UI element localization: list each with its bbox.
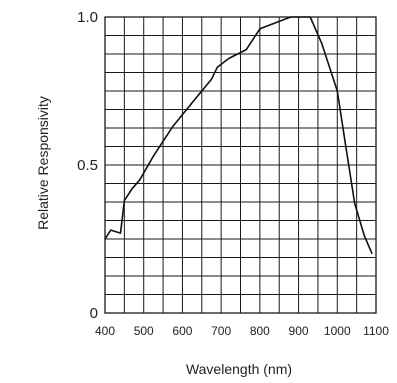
y-tick-label: 0.5 bbox=[77, 157, 98, 174]
x-axis-label: Wavelength (nm) bbox=[186, 361, 292, 377]
series-line bbox=[104, 16, 373, 255]
x-tick-label: 400 bbox=[95, 324, 115, 338]
y-tick-labels: 0 0.5 1.0 bbox=[77, 9, 98, 322]
y-tick-label: 1.0 bbox=[77, 9, 98, 26]
y-axis-label: Relative Responsivity bbox=[35, 96, 51, 230]
grid bbox=[105, 17, 376, 313]
plot-frame bbox=[104, 16, 377, 314]
x-tick-label: 1100 bbox=[363, 324, 389, 338]
x-tick-label: 800 bbox=[250, 324, 270, 338]
x-tick-labels: 400 500 600 700 800 900 1000 1100 bbox=[95, 324, 389, 338]
x-tick-label: 1000 bbox=[324, 324, 351, 338]
x-tick-label: 500 bbox=[134, 324, 154, 338]
x-tick-label: 600 bbox=[172, 324, 192, 338]
data-points bbox=[104, 16, 374, 255]
y-tick-label: 0 bbox=[90, 305, 98, 322]
x-tick-label: 700 bbox=[211, 324, 231, 338]
x-tick-label: 900 bbox=[289, 324, 309, 338]
